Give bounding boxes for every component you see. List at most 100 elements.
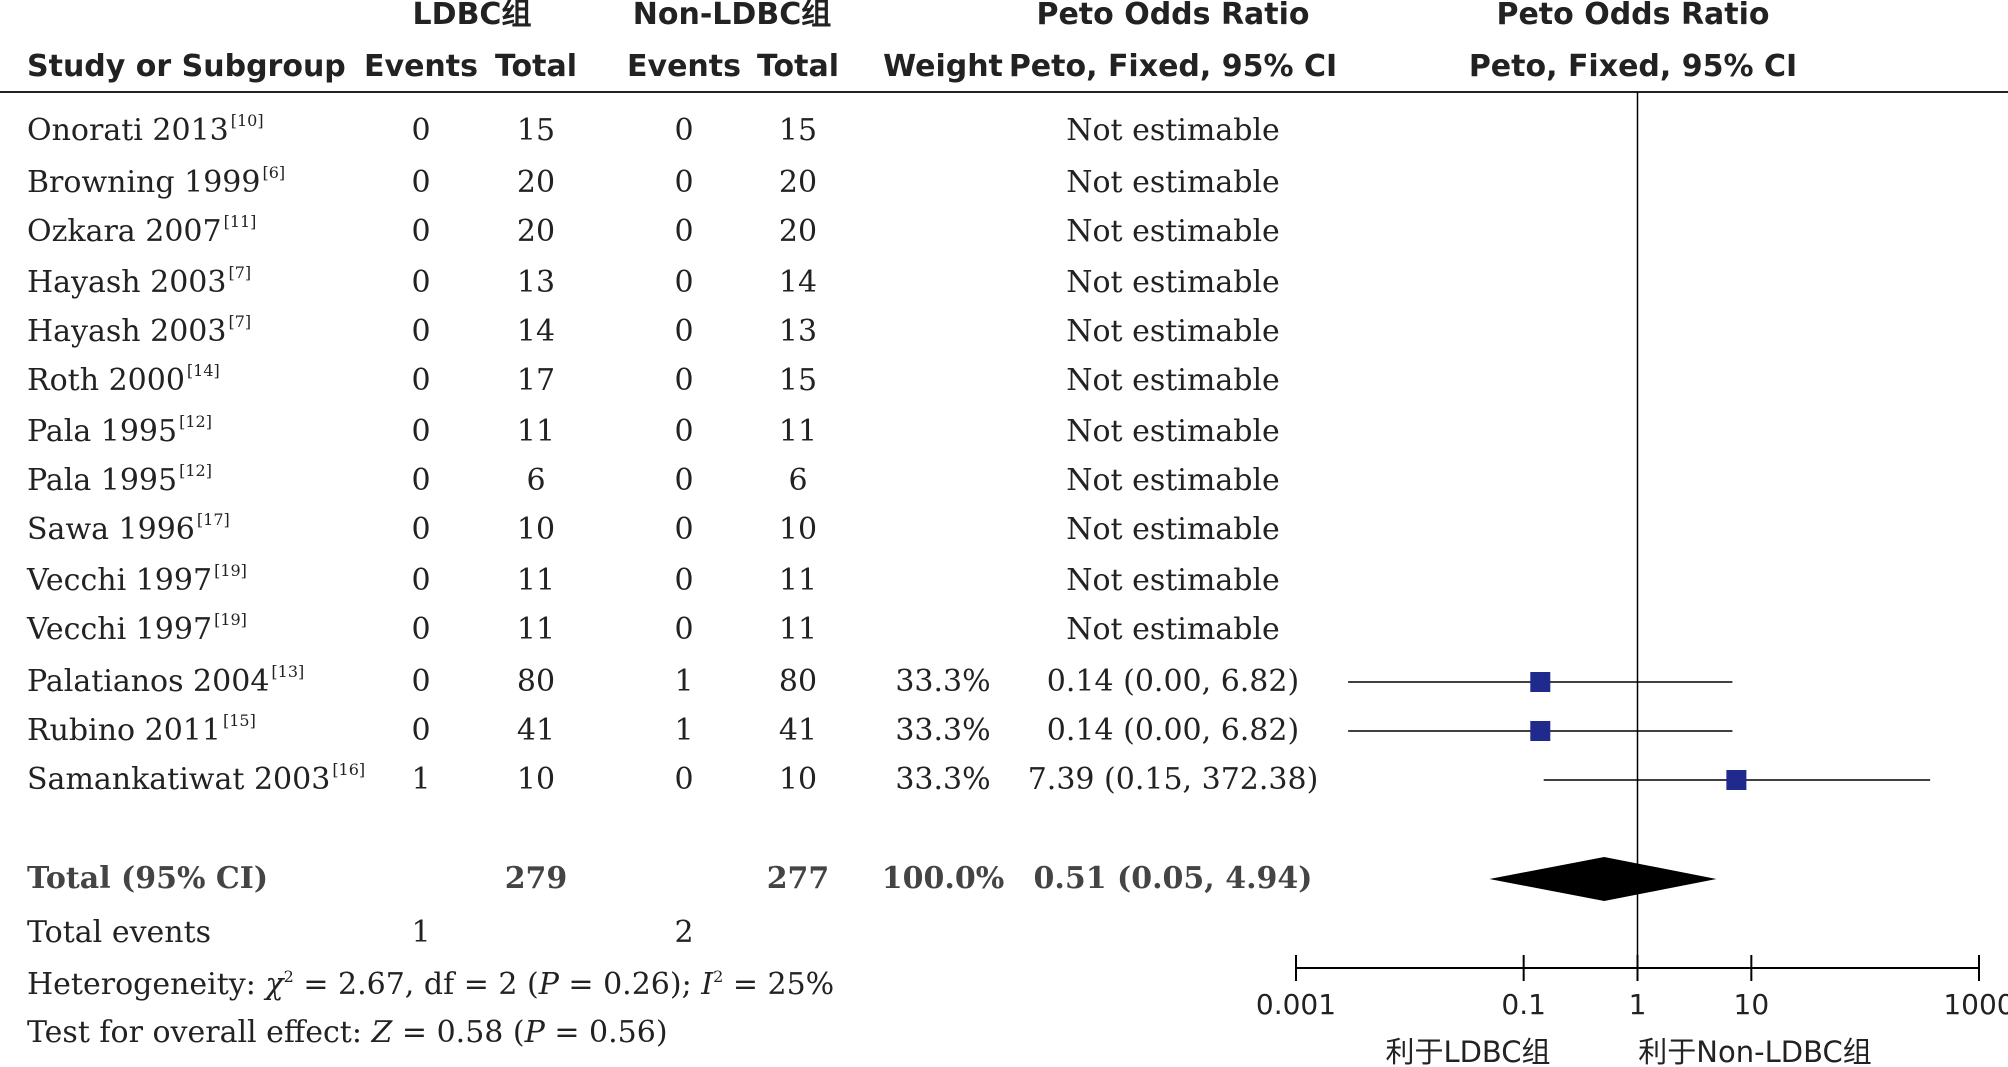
or-column-title: Peto Odds Ratio <box>1036 0 1309 32</box>
study-name: Vecchi 1997 <box>26 612 212 647</box>
events-group2: 0 <box>674 165 693 200</box>
weight-header: Weight <box>883 49 1003 84</box>
events-group2: 0 <box>674 214 693 249</box>
or-ci-value: Not estimable <box>1066 165 1280 200</box>
group2-total-header: Total <box>757 49 839 84</box>
total-group2: 15 <box>779 363 817 398</box>
events-group1: 0 <box>411 713 430 748</box>
events-group2: 0 <box>674 512 693 547</box>
total-group2: 10 <box>779 762 817 797</box>
x-tick-label: 0.1 <box>1501 988 1546 1021</box>
x-tick-label: 1000 <box>1943 988 2008 1021</box>
total-group1: 279 <box>505 861 568 896</box>
total-group1: 17 <box>517 363 555 398</box>
or-ci-value: Not estimable <box>1066 414 1280 449</box>
total-group1: 11 <box>517 414 555 449</box>
total-group1: 15 <box>517 113 555 148</box>
events-group1: 0 <box>411 612 430 647</box>
total-group2: 10 <box>779 512 817 547</box>
or-method-header: Peto, Fixed, 95% CI <box>1009 49 1337 84</box>
total-group1: 20 <box>517 214 555 249</box>
study-reference: [10] <box>231 111 264 130</box>
total-group1: 20 <box>517 165 555 200</box>
favours-left-label: 利于LDBC组 <box>1385 1035 1550 1067</box>
events-group1: 0 <box>411 512 430 547</box>
total-group2: 41 <box>779 713 817 748</box>
or-ci-value: Not estimable <box>1066 265 1280 300</box>
x-tick-label: 1 <box>1629 988 1647 1021</box>
x-tick-label: 0.001 <box>1256 988 1336 1021</box>
group2-events-header: Events <box>627 49 741 84</box>
total-group1: 11 <box>517 612 555 647</box>
study-reference: [19] <box>214 561 247 580</box>
point-estimate-marker <box>1726 770 1747 790</box>
total-group1: 6 <box>526 463 545 498</box>
events-group1: 0 <box>411 463 430 498</box>
study-name: Onorati 2013 <box>27 113 229 148</box>
pooled-diamond <box>1489 857 1717 901</box>
study-reference: [15] <box>223 711 256 730</box>
or-ci-value: Not estimable <box>1066 612 1280 647</box>
total-group2: 277 <box>767 861 830 896</box>
total-events-label: Total events <box>27 915 211 950</box>
or-ci-value: Not estimable <box>1066 113 1280 148</box>
study-reference: [12] <box>179 461 212 480</box>
or-ci-value: 7.39 (0.15, 372.38) <box>1028 762 1319 797</box>
total-group1: 10 <box>517 762 555 797</box>
events-group1: 0 <box>411 214 430 249</box>
events-group2: 0 <box>674 314 693 349</box>
heterogeneity-text: Heterogeneity: χ2 = 2.67, df = 2 (P = 0.… <box>27 967 834 1002</box>
or-ci-value: Not estimable <box>1066 214 1280 249</box>
events-group2: 0 <box>674 363 693 398</box>
study-rows: Onorati 2013 [10] 0 15 0 15 Not estimable Brown… <box>26 111 1318 896</box>
study-name: Samankatiwat 2003 <box>27 762 330 797</box>
study-name: Palatianos 2004 <box>27 664 269 699</box>
total-group1: 11 <box>517 563 555 598</box>
events-group1: 0 <box>411 113 430 148</box>
group2-header: Non-LDBC组 <box>633 0 831 32</box>
study-name: Vecchi 1997 <box>26 563 212 598</box>
study-name: Roth 2000 <box>27 363 185 398</box>
total-group2: 20 <box>779 165 817 200</box>
events-group2: 0 <box>674 113 693 148</box>
total-group1: 10 <box>517 512 555 547</box>
weight-value: 33.3% <box>895 762 990 797</box>
events-group2: 0 <box>674 563 693 598</box>
events-group2: 0 <box>674 612 693 647</box>
point-estimate-marker <box>1530 672 1551 692</box>
x-axis: 0.001 0.1 1 10 1000 <box>1256 955 2008 1021</box>
total-group2: 15 <box>779 113 817 148</box>
total-group1: 41 <box>517 713 555 748</box>
study-name: Rubino 2011 <box>27 713 221 748</box>
total-weight: 100.0% <box>882 861 1004 896</box>
events-group2: 0 <box>674 463 693 498</box>
or-ci-value: Not estimable <box>1066 463 1280 498</box>
events-group1: 0 <box>411 563 430 598</box>
events-group1: 1 <box>411 762 430 797</box>
group1-events-header: Events <box>364 49 478 84</box>
study-reference: [7] <box>228 263 251 282</box>
weight-value: 33.3% <box>895 664 990 699</box>
total-group2: 13 <box>779 314 817 349</box>
group1-total-header: Total <box>495 49 577 84</box>
study-reference: [13] <box>271 662 304 681</box>
plot-column-title: Peto Odds Ratio <box>1496 0 1769 32</box>
events-group1: 0 <box>411 414 430 449</box>
study-name: Browning 1999 <box>27 165 260 200</box>
total-group2: 20 <box>779 214 817 249</box>
total-group2: 80 <box>779 664 817 699</box>
or-ci-value: 0.14 (0.00, 6.82) <box>1047 713 1299 748</box>
weight-value: 33.3% <box>895 713 990 748</box>
total-or-ci: 0.51 (0.05, 4.94) <box>1034 861 1313 896</box>
or-ci-value: Not estimable <box>1066 563 1280 598</box>
events-group1: 0 <box>411 165 430 200</box>
or-ci-value: Not estimable <box>1066 314 1280 349</box>
overall-effect-text: Test for overall effect: Z = 0.58 (P = 0… <box>27 1015 668 1050</box>
events-group1: 0 <box>411 664 430 699</box>
total-group2: 11 <box>779 563 817 598</box>
study-reference: [6] <box>262 163 285 182</box>
or-ci-value: 0.14 (0.00, 6.82) <box>1047 664 1299 699</box>
forest-marks <box>1348 92 1931 968</box>
favours-right-label: 利于Non-LDBC组 <box>1638 1035 1871 1067</box>
study-name: Hayash 2003 <box>27 265 226 300</box>
